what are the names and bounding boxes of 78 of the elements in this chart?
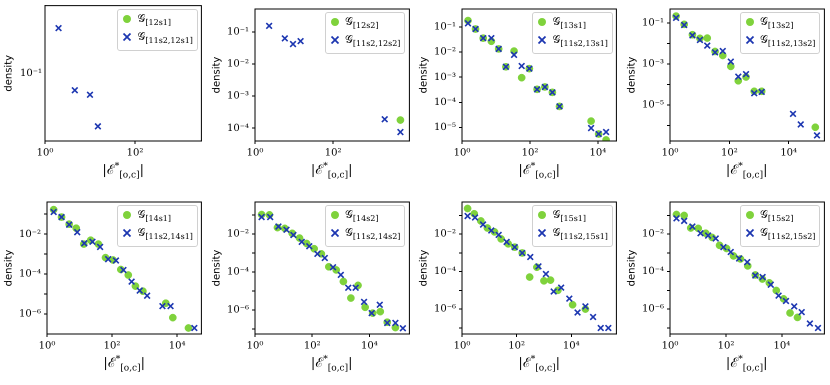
- x-axis-title: |ℰ$^{*}$$_{[o,c]}$|: [724, 160, 768, 181]
- x-axis-title: |ℰ$^{*}$$_{[o,c]}$|: [517, 353, 561, 374]
- legend-label: 𝒢$_{[15s1]}$: [552, 208, 586, 223]
- x-tick-label: 10⁴: [360, 340, 378, 352]
- x-axis-title: |ℰ$^{*}$$_{[o,c]}$|: [310, 353, 354, 374]
- y-tick-label: 10⁻⁶: [18, 308, 42, 320]
- legend-label: 𝒢$_{[14s1]}$: [137, 208, 172, 223]
- x-tick-label: 10²: [717, 340, 734, 352]
- y-tick-label: 10⁻³: [226, 90, 249, 102]
- x-tick-label: 10²: [303, 340, 320, 352]
- legend-label: 𝒢$_{[11s2,13s2]}$: [760, 33, 816, 48]
- y-axis-title: density: [4, 249, 15, 286]
- y-tick-label: 10⁻³: [434, 72, 456, 83]
- x-tick-label: 10⁴: [780, 148, 797, 159]
- y-axis-title: density: [4, 54, 15, 92]
- y-tick-label: 10⁻²: [226, 228, 249, 240]
- y-tick-label: 10⁻⁴: [434, 266, 456, 277]
- x-tick-label: 10²: [720, 148, 738, 159]
- y-axis-title: density: [418, 249, 430, 286]
- x-tick-label: 10²: [324, 148, 341, 159]
- y-tick-label: 10⁻²: [226, 58, 249, 70]
- y-axis-title: density: [418, 56, 430, 94]
- x-tick-label: 10⁴: [590, 148, 606, 159]
- x-tick-label: 10⁰: [454, 148, 470, 159]
- y-tick-label: 10⁻⁶: [226, 304, 249, 316]
- y-tick-label: 10⁻⁴: [434, 96, 456, 108]
- x-tick-label: 10²: [522, 148, 538, 159]
- y-tick-label: 10⁻²: [434, 46, 456, 58]
- y-tick-label: 10⁻²: [434, 228, 456, 240]
- x-axis-title: |ℰ$^{*}$$_{[o,c]}$|: [724, 353, 768, 374]
- y-tick-label: 10⁻¹: [226, 26, 249, 38]
- y-tick-label: 10⁻²: [18, 228, 42, 240]
- y-tick-label: 10⁻⁴: [641, 266, 664, 277]
- legend-label: 𝒢$_{[13s1]}$: [552, 15, 586, 30]
- x-tick-label: 10²: [126, 148, 144, 159]
- legend-label: 𝒢$_{[14s2]}$: [344, 208, 379, 223]
- y-tick-label: 10⁻⁵: [641, 99, 664, 110]
- legend-label: 𝒢$_{[13s2]}$: [760, 15, 794, 30]
- x-axis-title: |ℰ$^{*}$$_{[o,c]}$|: [310, 160, 354, 181]
- y-tick-label: 10⁻²: [641, 228, 664, 240]
- y-axis-title: density: [211, 249, 222, 286]
- y-tick-label: 10⁻⁶: [434, 303, 456, 314]
- x-tick-label: 10²: [508, 340, 525, 352]
- legend-label: 𝒢$_{[11s2,15s2]}$: [760, 226, 816, 241]
- legend-label: 𝒢$_{[11s2,12s2]}$: [344, 33, 400, 48]
- y-tick-label: 10⁻⁴: [18, 268, 42, 280]
- x-tick-label: 10⁴: [773, 340, 790, 352]
- y-tick-label: 10⁻³: [641, 58, 664, 70]
- y-tick-label: 10⁻¹: [434, 22, 456, 33]
- x-axis-title: |ℰ$^{*}$$_{[o,c]}$|: [517, 160, 561, 181]
- x-tick-label: 10⁰: [246, 340, 263, 352]
- legend-label: 𝒢$_{[11s2,14s2]}$: [344, 226, 400, 241]
- legend-label: 𝒢$_{[11s2,14s1]}$: [137, 226, 193, 241]
- y-axis-title: density: [211, 56, 222, 94]
- legend-label: 𝒢$_{[12s1]}$: [137, 12, 172, 27]
- y-tick-label: 10⁻⁴: [226, 266, 249, 278]
- x-axis-title: |ℰ$^{*}$$_{[o,c]}$|: [102, 353, 146, 374]
- x-axis-title: |ℰ$^{*}$$_{[o,c]}$|: [101, 160, 145, 181]
- x-tick-label: 10²: [104, 340, 120, 352]
- x-tick-label: 10⁰: [36, 148, 54, 159]
- legend-label: 𝒢$_{[11s2,15s1]}$: [552, 226, 608, 241]
- x-tick-label: 10⁰: [246, 148, 263, 159]
- y-axis-title: density: [626, 249, 638, 286]
- x-tick-label: 10⁰: [661, 148, 678, 159]
- legend-label: 𝒢$_{[11s2,13s1]}$: [552, 33, 608, 48]
- legend-label: 𝒢$_{[12s2]}$: [344, 15, 379, 30]
- legend-label: 𝒢$_{[11s2,12s1]}$: [137, 30, 193, 45]
- y-tick-label: 10⁻⁵: [434, 122, 456, 134]
- y-tick-label: 10⁻⁶: [641, 303, 664, 314]
- legend-label: 𝒢$_{[15s2]}$: [760, 208, 794, 223]
- y-axis-title: density: [626, 56, 638, 94]
- x-tick-label: 10⁰: [661, 340, 678, 352]
- x-tick-label: 10⁰: [454, 340, 470, 352]
- x-tick-label: 10⁴: [168, 340, 186, 352]
- x-tick-label: 10⁴: [562, 340, 580, 352]
- y-tick-label: 10⁻¹: [641, 18, 664, 29]
- x-tick-label: 10⁰: [38, 340, 56, 352]
- y-tick-label: 10⁻⁴: [226, 122, 249, 134]
